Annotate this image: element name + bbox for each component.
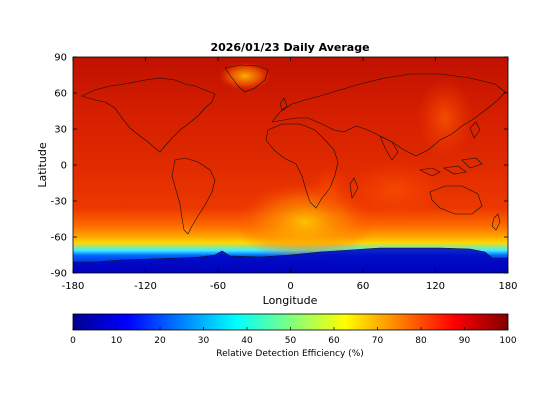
x-tick-label: -60 [210,281,226,292]
chart-title: 2026/01/23 Daily Average [210,41,369,54]
colorbar-label: Relative Detection Efficiency (%) [216,349,364,359]
x-tick-label: 120 [426,281,445,292]
colorbar-tick-label: 70 [372,336,384,346]
y-tick-label: -60 [51,233,67,244]
x-tick-label: 180 [498,281,517,292]
coastlines [73,64,508,263]
y-tick-label: 30 [54,125,67,136]
east-asia-hotspot [417,78,473,158]
y-tick-label: 60 [54,89,67,100]
y-axis: -90 -60 -30 0 30 60 90 [51,53,508,280]
y-axis-label: Latitude [36,142,49,188]
colorbar-ticks: 0 10 20 30 40 50 60 70 80 90 100 [70,327,517,346]
y-tick-label: -30 [51,197,67,208]
y-tick-label: 0 [61,161,67,172]
indian-ocean-warm [345,160,445,220]
colorbar-tick-label: 40 [241,336,253,346]
x-axis-label: Longitude [263,294,318,307]
colorbar-tick-label: 30 [198,336,210,346]
antarctica-shape [73,248,508,273]
colorbar-tick-label: 90 [459,336,471,346]
y-tick-label: -90 [51,269,67,280]
colorbar-tick-label: 80 [415,336,427,346]
colorbar-tick-label: 100 [499,336,516,346]
greenland-hotspot [219,62,271,90]
colorbar: 0 10 20 30 40 50 60 70 80 90 100 Relative Detectio… [70,313,517,359]
colorbar-tick-label: 60 [328,336,340,346]
x-axis: -180 -120 -60 0 60 120 180 [62,57,518,292]
colorbar-tick-label: 10 [111,336,123,346]
x-tick-label: 60 [357,281,370,292]
x-tick-label: -120 [134,281,157,292]
x-tick-label: -180 [62,281,85,292]
southwest-africa-warm [310,166,350,214]
colorbar-tick-label: 50 [285,336,297,346]
x-tick-label: 0 [287,281,293,292]
colorbar-tick-label: 20 [154,336,166,346]
map-plot-area [73,57,508,273]
colorbar-tick-label: 0 [70,336,76,346]
y-tick-label: 90 [54,53,67,64]
